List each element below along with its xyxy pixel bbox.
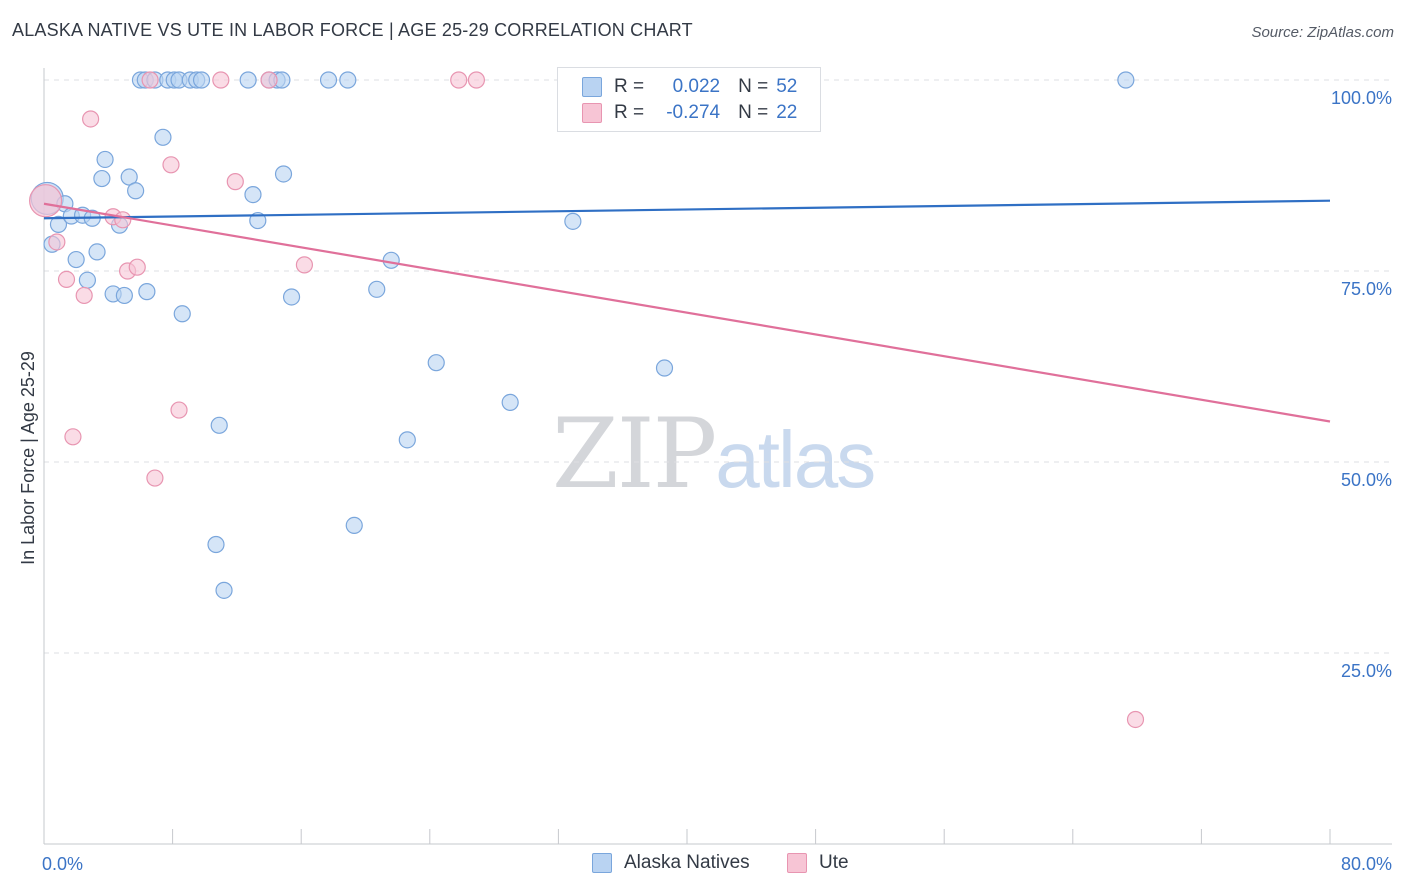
alaska-swatch bbox=[582, 77, 602, 97]
y-tick-label: 50.0% bbox=[1341, 470, 1392, 490]
alaska-point bbox=[655, 359, 674, 377]
r-label: R = bbox=[614, 76, 645, 97]
alaska-point bbox=[368, 280, 386, 298]
alaska-r-value: 0.022 bbox=[672, 76, 721, 97]
legend-row-alaska: R = 0.022 N = 52 bbox=[582, 75, 797, 99]
alaska-point bbox=[96, 150, 114, 169]
x-tick-label: 0.0% bbox=[42, 854, 83, 874]
source-credit: Source: ZipAtlas.com bbox=[1251, 24, 1394, 41]
alaska-point bbox=[88, 243, 106, 261]
alaska-legend-label: Alaska Natives bbox=[624, 852, 750, 873]
ute-trendline bbox=[43, 202, 1331, 423]
alaska-point bbox=[1117, 71, 1135, 89]
ute-point bbox=[162, 156, 180, 174]
points-layer bbox=[29, 71, 1145, 729]
ute-point bbox=[467, 71, 486, 89]
alaska-trendline bbox=[43, 199, 1331, 220]
x-tick-label: 80.0% bbox=[1341, 854, 1392, 874]
alaska-point bbox=[249, 211, 267, 230]
alaska-point bbox=[282, 288, 301, 306]
watermark: ZIPatlas bbox=[552, 398, 876, 510]
ute-n-value: 22 bbox=[776, 102, 798, 123]
ute-point bbox=[128, 258, 146, 276]
ute-point bbox=[260, 71, 278, 89]
alaska-point bbox=[345, 516, 363, 535]
ute-point bbox=[146, 469, 164, 487]
alaska-point bbox=[120, 168, 138, 186]
ute-point bbox=[48, 233, 66, 251]
ute-legend-label: Ute bbox=[819, 852, 849, 873]
y-axis-label: In Labor Force | Age 25-29 bbox=[18, 351, 38, 565]
alaska-point bbox=[319, 71, 338, 89]
alaska-point bbox=[339, 71, 357, 89]
alaska-legend-swatch bbox=[592, 853, 612, 873]
r-label: R = bbox=[614, 102, 645, 123]
watermark-zip: ZIP bbox=[552, 398, 717, 510]
alaska-point bbox=[427, 354, 445, 372]
ute-point bbox=[114, 211, 132, 229]
legend-row-ute: R = -0.274 N = 22 bbox=[582, 101, 797, 125]
alaska-point bbox=[244, 186, 262, 204]
labels-layer: 25.0% 50.0% 75.0% 100.0% 0.0% 80.0% bbox=[42, 88, 1392, 874]
alaska-point bbox=[138, 283, 156, 301]
alaska-point bbox=[49, 215, 68, 233]
ute-point bbox=[295, 256, 314, 274]
n-label: N = bbox=[738, 76, 769, 97]
ute-legend-swatch bbox=[787, 853, 807, 873]
y-tick-label: 25.0% bbox=[1341, 661, 1392, 681]
ute-r-value: -0.274 bbox=[666, 102, 721, 123]
ute-point bbox=[82, 110, 100, 128]
ute-point bbox=[29, 184, 63, 218]
alaska-point bbox=[93, 169, 111, 188]
alaska-point bbox=[564, 212, 582, 230]
alaska-point bbox=[207, 535, 225, 554]
alaska-point bbox=[215, 581, 233, 599]
alaska-point bbox=[192, 71, 211, 89]
ute-point bbox=[1126, 710, 1145, 729]
n-label: N = bbox=[738, 102, 769, 123]
trend-layer bbox=[43, 199, 1331, 423]
ute-point bbox=[75, 286, 93, 305]
bottom-legend-ute: Ute bbox=[787, 852, 849, 874]
ute-point bbox=[170, 401, 188, 419]
alaska-point bbox=[67, 250, 85, 269]
alaska-point bbox=[239, 71, 257, 89]
bottom-legend-alaska: Alaska Natives bbox=[592, 852, 750, 874]
alaska-point bbox=[398, 431, 416, 449]
alaska-point bbox=[127, 182, 145, 200]
grid-layer bbox=[44, 79, 1392, 654]
alaska-n-value: 52 bbox=[776, 76, 798, 97]
alaska-point bbox=[154, 128, 172, 146]
watermark-atlas: atlas bbox=[715, 415, 876, 504]
alaska-point bbox=[210, 416, 228, 434]
alaska-point bbox=[173, 305, 191, 323]
ute-point bbox=[226, 173, 244, 191]
ute-point bbox=[64, 428, 82, 446]
alaska-point bbox=[501, 393, 519, 412]
ute-swatch bbox=[582, 103, 602, 123]
stats-legend: R = 0.022 N = 52 R = -0.274 N = 22 bbox=[557, 67, 821, 132]
x-tick-marks bbox=[43, 829, 1331, 844]
chart-title: ALASKA NATIVE VS UTE IN LABOR FORCE | AG… bbox=[12, 20, 693, 40]
ute-point bbox=[212, 71, 230, 89]
ute-point bbox=[141, 71, 159, 89]
alaska-point bbox=[115, 286, 133, 305]
alaska-point bbox=[78, 271, 97, 289]
y-tick-label: 100.0% bbox=[1331, 88, 1392, 108]
alaska-point bbox=[274, 165, 293, 183]
y-tick-label: 75.0% bbox=[1341, 279, 1392, 299]
ute-point bbox=[57, 270, 76, 289]
ute-point bbox=[450, 71, 468, 89]
alaska-point bbox=[382, 251, 400, 269]
